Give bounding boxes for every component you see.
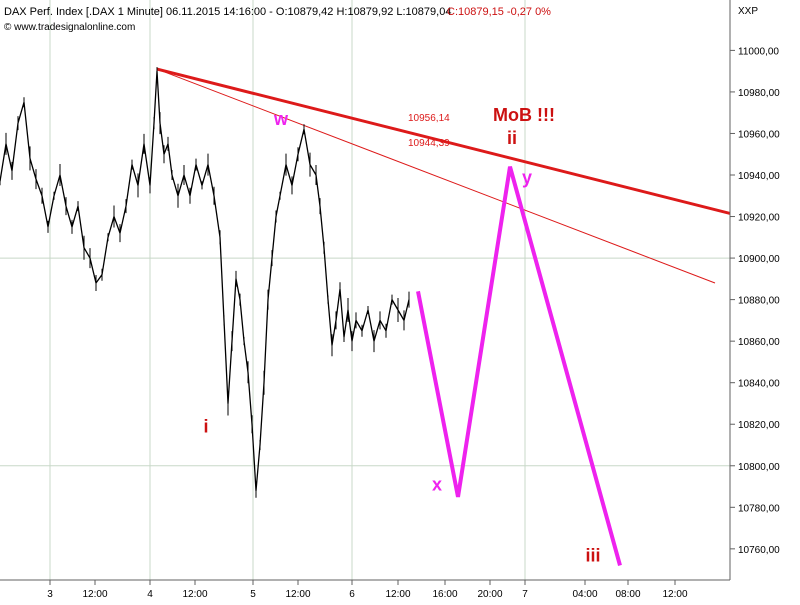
trend-lines: 10956,14 10944,39 bbox=[156, 67, 800, 284]
y-tick-label: 10940,00 bbox=[738, 171, 780, 182]
trend-line-main bbox=[156, 67, 800, 233]
y-tick-label: 10880,00 bbox=[738, 296, 780, 307]
trend-line-label: 10956,14 bbox=[408, 113, 450, 124]
x-axis-panel bbox=[0, 580, 800, 600]
wave-label-w: w bbox=[273, 109, 289, 129]
projection-line bbox=[416, 166, 622, 566]
y-tick-label: 10920,00 bbox=[738, 213, 780, 224]
x-tick-label: 4 bbox=[147, 589, 153, 600]
trend-line-secondary bbox=[156, 68, 716, 284]
wave-label-iii: iii bbox=[585, 545, 600, 565]
y-tick-label: 10760,00 bbox=[738, 545, 780, 556]
x-tick-label: 6 bbox=[349, 589, 355, 600]
y-tick-label: 10780,00 bbox=[738, 503, 780, 514]
x-tick-label: 20:00 bbox=[477, 589, 502, 600]
wave-label-i: i bbox=[203, 417, 208, 437]
x-axis: 3 12:00 4 12:00 5 12:00 6 12:00 16:00 20:00 7 04:00… bbox=[47, 580, 688, 600]
chart-header-info: DAX Perf. Index [.DAX 1 Minute] 06.11.20… bbox=[4, 6, 451, 18]
y-tick-label: 10820,00 bbox=[738, 420, 780, 431]
y-tick-label: 11000,00 bbox=[738, 46, 779, 57]
x-tick-label: 5 bbox=[250, 589, 256, 600]
trend-line-label: 10944,39 bbox=[408, 138, 450, 149]
y-tick-label: 10840,00 bbox=[738, 379, 780, 390]
x-tick-label: 12:00 bbox=[385, 589, 410, 600]
y-tick-label: 10980,00 bbox=[738, 88, 780, 99]
y-tick-label: 10800,00 bbox=[738, 462, 780, 473]
chart-header-change: C:10879,15 -0,27 0% bbox=[447, 6, 551, 18]
y-tick-label: 10860,00 bbox=[738, 337, 780, 348]
x-tick-label: 12:00 bbox=[182, 589, 207, 600]
x-tick-label: 04:00 bbox=[572, 589, 597, 600]
wave-label-y: y bbox=[522, 167, 532, 187]
y-tick-label: 10960,00 bbox=[738, 129, 780, 140]
x-tick-label: 12:00 bbox=[82, 589, 107, 600]
x-tick-label: 3 bbox=[47, 589, 53, 600]
wave-label-ii: ii bbox=[507, 128, 517, 148]
y-axis: 11000,00 10980,00 10960,00 10940,00 10920,00… bbox=[730, 46, 780, 556]
x-tick-label: 12:00 bbox=[662, 589, 687, 600]
x-tick-label: 7 bbox=[522, 589, 528, 600]
y-tick-label: 10900,00 bbox=[738, 254, 780, 265]
x-tick-label: 12:00 bbox=[285, 589, 310, 600]
chart-credit: © www.tradesignalonline.com bbox=[4, 22, 135, 33]
x-tick-label: 16:00 bbox=[432, 589, 457, 600]
wave-label-x: x bbox=[432, 475, 442, 495]
annotation-mob: MoB !!! bbox=[493, 105, 555, 125]
wave-projection bbox=[416, 166, 622, 566]
x-tick-label: 08:00 bbox=[615, 589, 640, 600]
y-axis-unit: XXP bbox=[738, 6, 758, 17]
price-series bbox=[0, 67, 410, 498]
grid-lines bbox=[0, 0, 730, 580]
price-line bbox=[0, 70, 410, 492]
y-axis-panel bbox=[730, 0, 800, 600]
